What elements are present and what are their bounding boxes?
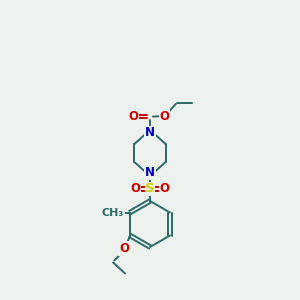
Text: O: O: [119, 242, 129, 255]
Text: O: O: [159, 110, 170, 123]
Text: O: O: [128, 110, 138, 123]
Text: CH₃: CH₃: [102, 208, 124, 218]
Text: O: O: [130, 182, 141, 196]
Text: N: N: [145, 167, 155, 179]
Text: S: S: [145, 182, 155, 196]
Text: O: O: [159, 182, 170, 196]
Text: N: N: [145, 127, 155, 140]
